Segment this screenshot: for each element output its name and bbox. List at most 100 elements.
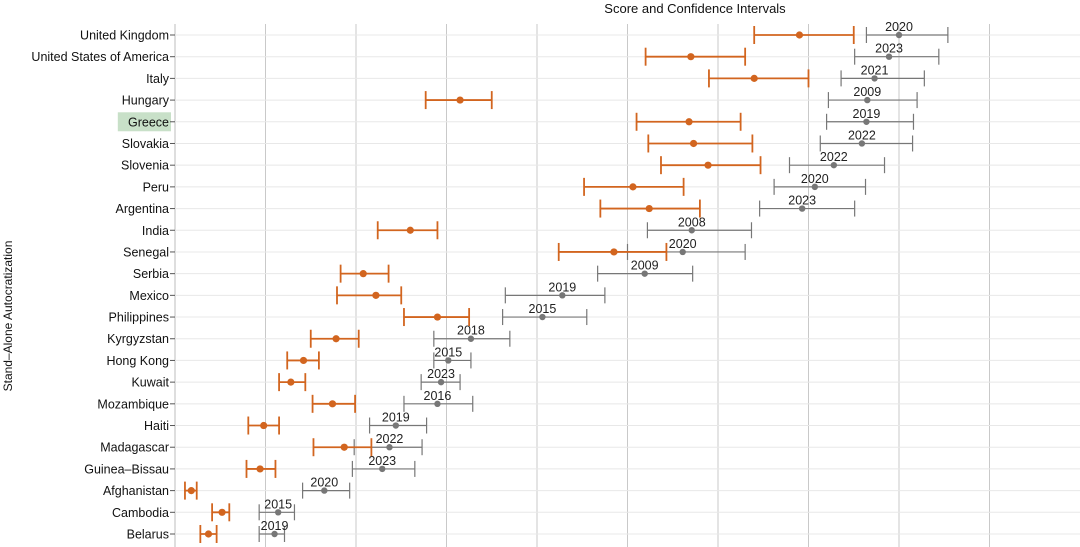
y-axis-label: Stand–Alone Autocratization [1, 241, 15, 392]
historical-point [688, 227, 695, 234]
historical-point [864, 96, 871, 104]
year-label: 2020 [310, 476, 338, 490]
country-label: Slovenia [121, 159, 169, 173]
current-point [187, 487, 195, 495]
year-label: 2016 [424, 389, 452, 403]
country-label: India [142, 224, 169, 238]
current-point [359, 270, 367, 278]
historical-point [830, 161, 838, 169]
country-label: Hong Kong [106, 354, 169, 368]
country-label: Mexico [129, 289, 169, 303]
current-point [433, 313, 442, 321]
historical-point [641, 270, 648, 277]
year-label: 2019 [853, 107, 881, 121]
year-label: 2019 [382, 411, 410, 425]
year-label: 2015 [264, 497, 292, 511]
year-label: 2023 [368, 454, 396, 468]
country-label: Italy [146, 72, 170, 86]
current-point [260, 421, 268, 430]
historical-point [798, 205, 806, 212]
historical-point [539, 313, 546, 321]
historical-point [437, 378, 445, 386]
country-label: United Kingdom [80, 29, 169, 43]
country-label: Afghanistan [103, 484, 169, 498]
current-point [610, 248, 618, 256]
country-label: Philippines [109, 311, 169, 325]
year-label: 2022 [820, 150, 848, 164]
current-point [218, 508, 226, 516]
country-labels: United Kingdom United States of America It… [31, 29, 175, 542]
chart-title: Score and Confidence Intervals [604, 1, 786, 16]
current-point [687, 53, 695, 61]
year-label: 2019 [548, 280, 576, 294]
country-label: Belarus [127, 528, 169, 542]
country-label: Mozambique [97, 397, 169, 411]
historical-point [379, 465, 386, 473]
historical-point [858, 140, 866, 147]
current-point [795, 31, 804, 39]
current-point [456, 96, 464, 104]
country-label: Serbia [133, 267, 169, 281]
country-label: Kyrgyzstan [107, 332, 169, 346]
year-label: 2023 [875, 42, 903, 56]
historical-point [386, 444, 393, 451]
current-point [704, 161, 712, 169]
historical-point [559, 292, 566, 299]
current-point [299, 356, 308, 365]
current-point [750, 74, 758, 82]
historical-point [467, 335, 475, 342]
country-label: Guinea–Bissau [84, 462, 169, 476]
historical-point [885, 53, 893, 60]
current-point [340, 443, 348, 451]
historical-point [321, 487, 328, 494]
current-point [256, 465, 264, 473]
country-label: Slovakia [122, 137, 169, 151]
year-label: 2023 [427, 367, 455, 381]
year-label: 2019 [261, 519, 289, 533]
current-point [372, 291, 380, 299]
current-point [629, 183, 637, 191]
country-label: Greece [128, 115, 169, 129]
current-point [645, 204, 653, 213]
historical-point [434, 400, 441, 408]
x-gridlines [174, 24, 990, 547]
historical-point [871, 75, 878, 82]
current-point [685, 118, 693, 126]
year-label: 2015 [529, 302, 557, 316]
country-label: Senegal [123, 245, 169, 259]
country-label: Cambodia [112, 506, 169, 520]
year-label: 2020 [669, 237, 697, 251]
year-label: 2020 [801, 172, 829, 186]
current-point [204, 530, 213, 538]
highlight-box [117, 112, 171, 132]
year-label: 2009 [853, 85, 881, 99]
current-point [328, 400, 337, 408]
year-label: 2008 [678, 215, 706, 229]
country-label: Peru [143, 180, 169, 194]
current-point [332, 335, 340, 343]
country-label: Madagascar [100, 441, 169, 455]
country-label: United States of America [31, 50, 169, 64]
data-marks: 2020202320212009201920222022202020232008… [184, 20, 949, 543]
historical-point [811, 183, 819, 191]
country-label: Argentina [115, 202, 169, 216]
year-label: 2018 [457, 324, 485, 338]
current-point [406, 226, 414, 234]
country-label: Haiti [144, 419, 169, 433]
year-label: 2023 [788, 194, 816, 208]
year-label: 2015 [434, 345, 462, 359]
year-label: 2022 [848, 128, 876, 142]
year-label: 2021 [861, 63, 889, 77]
historical-point [274, 509, 282, 516]
historical-point [392, 422, 400, 429]
historical-point [679, 248, 686, 256]
year-label: 2020 [885, 20, 913, 34]
historical-point [863, 118, 870, 125]
historical-point [445, 357, 452, 364]
country-label: Kuwait [131, 376, 169, 390]
year-label: 2022 [376, 432, 404, 446]
year-label: 2009 [631, 259, 659, 273]
historical-point [271, 530, 278, 538]
current-point [689, 139, 698, 148]
